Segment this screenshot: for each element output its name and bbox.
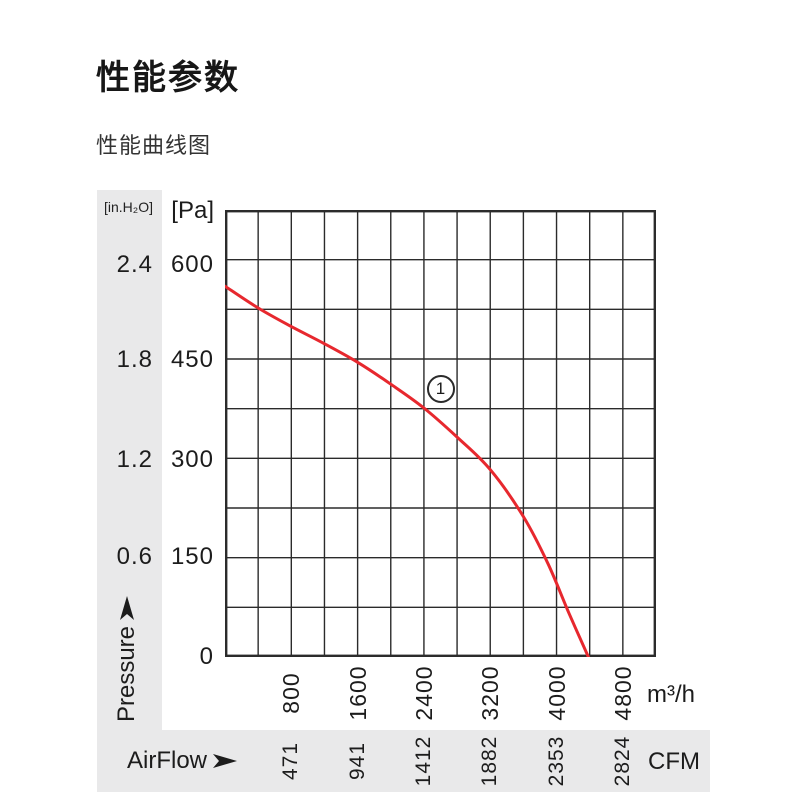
inh2o-tick-1-2: 1.2	[116, 446, 153, 473]
chart-subtitle: 性能曲线图	[96, 133, 212, 158]
m3h-tick-1600: 1600	[344, 665, 371, 721]
pa-tick-450: 450	[170, 346, 214, 373]
airflow-axis-label: AirFlow	[127, 747, 238, 775]
performance-curve-1	[225, 284, 590, 657]
pressure-axis-panel	[97, 190, 162, 792]
airflow-axis-panel	[97, 730, 710, 792]
pressure-unit-pa: [Pa]	[171, 197, 214, 224]
inh2o-tick-1-8: 1.8	[116, 346, 153, 373]
cfm-tick-471: 471	[279, 741, 302, 781]
pressure-axis-label-text: Pressure	[113, 625, 140, 723]
inh2o-tick-2-4: 2.4	[116, 251, 153, 278]
m3h-tick-4000: 4000	[543, 665, 570, 721]
airflow-arrow-icon	[213, 754, 238, 768]
airflow-unit-cfm: CFM	[648, 748, 700, 775]
cfm-tick-941: 941	[346, 741, 369, 781]
pa-tick-600: 600	[170, 251, 214, 278]
performance-chart	[225, 210, 656, 657]
cfm-tick-1412: 1412	[412, 735, 435, 787]
inh2o-tick-0-6: 0.6	[116, 543, 153, 570]
pa-tick-150: 150	[170, 543, 214, 570]
page-title: 性能参数	[96, 59, 240, 97]
cfm-tick-1882: 1882	[478, 735, 501, 787]
m3h-tick-4800: 4800	[609, 665, 636, 721]
m3h-tick-800: 800	[277, 672, 304, 714]
curve-1-badge-text: 1	[435, 378, 446, 398]
pressure-arrow-icon	[120, 595, 134, 620]
pressure-axis-label: Pressure	[113, 575, 141, 743]
pa-tick-300: 300	[170, 446, 214, 473]
pressure-unit-inh2o: [in.H₂O]	[104, 199, 153, 215]
airflow-unit-m3h: m³/h	[647, 681, 695, 708]
pa-tick-0: 0	[199, 643, 214, 670]
curve-1-badge: 1	[426, 374, 455, 403]
m3h-tick-3200: 3200	[476, 665, 503, 721]
cfm-tick-2824: 2824	[611, 735, 634, 787]
m3h-tick-2400: 2400	[410, 665, 437, 721]
airflow-axis-label-text: AirFlow	[127, 747, 208, 774]
cfm-tick-2353: 2353	[545, 735, 568, 787]
